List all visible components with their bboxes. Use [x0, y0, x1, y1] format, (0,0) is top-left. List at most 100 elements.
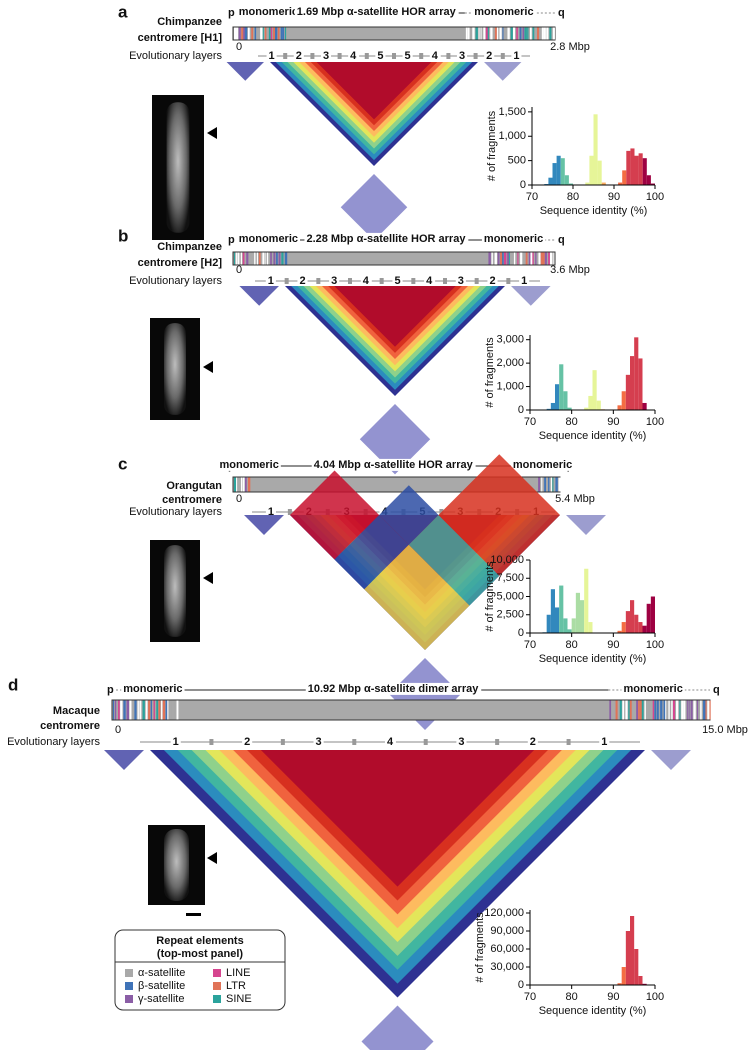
repeat-stripe [281, 252, 284, 265]
layer-label: 1 [521, 275, 527, 287]
repeat-stripe [246, 252, 249, 265]
label-bg [297, 274, 308, 287]
label-bg [311, 458, 476, 471]
layer-label: 1 [268, 506, 274, 518]
q-arm: q [558, 7, 565, 19]
layer-tick [500, 53, 505, 59]
repeat-stripe [510, 252, 513, 265]
repeat-stripe [656, 700, 659, 720]
x-tick-label: 70 [524, 991, 536, 1003]
x-tick-label: 70 [524, 416, 536, 428]
label-bg [429, 49, 441, 62]
repeat-stripe [549, 27, 552, 40]
heatmap-block [379, 485, 439, 545]
coord-end: 15.0 Mbp [702, 724, 748, 736]
repeat-stripe [137, 700, 139, 720]
layer-tick [474, 278, 479, 284]
histogram-bar [567, 629, 572, 633]
flank-diamond [359, 404, 431, 475]
histogram-bar [638, 976, 643, 985]
panel-letter: a [118, 2, 128, 21]
histogram-bar [625, 374, 630, 410]
panel-letter: d [8, 675, 18, 694]
legend-swatch [213, 982, 221, 990]
panel-title: Orangutan [166, 480, 222, 492]
repeat-stripe [480, 27, 482, 40]
heatmap-block [290, 470, 380, 560]
y-tick-label: 0 [518, 627, 524, 639]
histogram-bar [588, 395, 593, 410]
y-tick-label: 2,000 [496, 357, 524, 369]
region-label: monomeric [123, 683, 182, 695]
label-bg [384, 735, 396, 748]
histogram-bar [546, 614, 551, 633]
repeat-stripe [235, 252, 237, 265]
histogram-bar [642, 625, 647, 633]
histogram-bar [642, 158, 647, 185]
histogram-bar [563, 391, 568, 410]
histogram-bar [559, 585, 564, 633]
layer-label: 2 [489, 275, 495, 287]
repeat-stripe [234, 477, 237, 492]
label-bg [472, 5, 536, 18]
label-bg [455, 274, 466, 287]
repeat-stripe [264, 27, 267, 40]
repeat-stripe [672, 700, 675, 720]
repeat-stripe [248, 252, 250, 265]
y-axis-label: # of fragments [484, 337, 496, 408]
layer-label: 2 [299, 275, 305, 287]
repeat-stripe [500, 252, 503, 265]
repeat-stripe [485, 27, 489, 40]
repeat-stripe [174, 700, 176, 720]
repeat-stripe [176, 700, 179, 720]
histogram-bar [596, 400, 601, 410]
repeat-stripe [134, 700, 137, 720]
repeat-stripe [488, 252, 491, 265]
repeat-stripe [612, 700, 615, 720]
x-tick-label: 100 [646, 416, 664, 428]
repeat-stripe [145, 700, 148, 720]
label-bg [242, 735, 253, 748]
layer-tick [287, 509, 292, 515]
repeat-stripe [696, 700, 699, 720]
repeat-stripe [540, 252, 543, 265]
label-bg [348, 49, 360, 62]
heatmap-triangle [334, 286, 456, 347]
histogram-bar [560, 158, 565, 185]
x-axis-label: Sequence identity (%) [539, 1005, 647, 1017]
repeat-stripe [654, 700, 657, 720]
repeat-stripe [676, 700, 679, 720]
label-bg [305, 682, 482, 695]
repeat-stripe [247, 27, 250, 40]
y-tick-label: 120,000 [484, 907, 524, 919]
repeat-stripe [266, 252, 269, 265]
layer-label: 3 [459, 50, 465, 62]
histogram-bar [555, 384, 560, 410]
repeat-stripe [120, 700, 123, 720]
legend-swatch [213, 969, 221, 977]
layer-label: 3 [458, 275, 464, 287]
repeat-stripe [273, 27, 275, 40]
q-arm: q [558, 234, 565, 246]
region-label: 10.92 Mbp α-satellite dimer array [308, 683, 479, 695]
histogram-bar [625, 611, 630, 633]
panel-title: centromere [H2] [138, 257, 223, 269]
panel-letter: b [118, 226, 128, 245]
repeat-stripe [541, 27, 544, 40]
x-tick-label: 80 [566, 991, 578, 1003]
repeat-stripe [113, 700, 115, 720]
p-arm: p [228, 234, 235, 246]
label-bg [456, 49, 468, 62]
legend-swatch [125, 969, 133, 977]
x-tick-label: 70 [524, 639, 536, 651]
x-tick-label: 90 [608, 191, 620, 203]
y-tick-label: 90,000 [490, 925, 524, 937]
y-tick-label: 500 [508, 155, 526, 167]
heatmap-triangle [260, 750, 535, 887]
y-tick-label: 0 [518, 979, 524, 991]
scale-bar [186, 913, 201, 916]
repeat-stripe [158, 700, 161, 720]
legend-swatch [213, 995, 221, 1003]
repeat-stripe [546, 27, 549, 40]
layer-tick [284, 278, 289, 284]
